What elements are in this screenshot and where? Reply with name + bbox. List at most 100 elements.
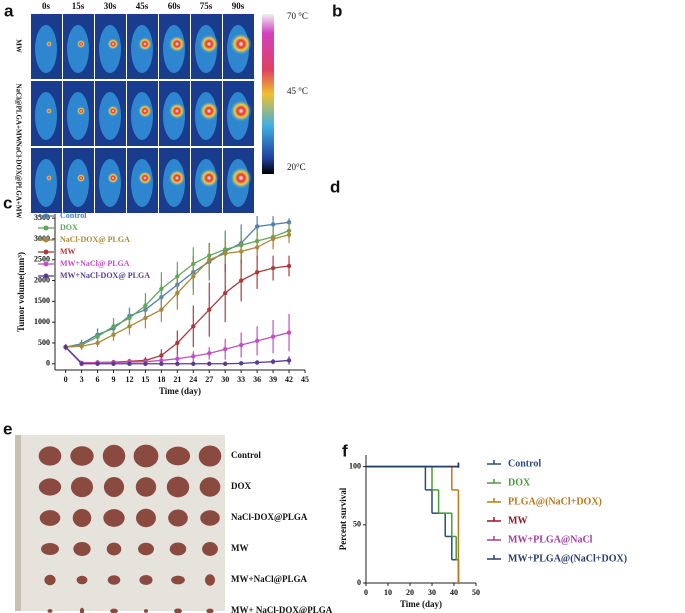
point (111, 332, 116, 337)
y-tick-label: 3500 (34, 213, 50, 222)
x-tick-label: 45 (301, 375, 309, 384)
point (143, 361, 148, 366)
hotspot (46, 175, 52, 181)
tumor (102, 444, 126, 468)
y-tick-label: 2500 (34, 255, 50, 264)
hotspot (138, 37, 152, 51)
point (159, 358, 164, 363)
scale-label: 70 °C (287, 11, 308, 21)
point (159, 286, 164, 292)
tumor (133, 444, 159, 468)
tumor (76, 575, 88, 585)
hotspot (230, 100, 252, 122)
hotspot (138, 104, 152, 118)
legend-marker (43, 273, 49, 279)
point (238, 361, 244, 366)
point (207, 307, 212, 312)
point (175, 340, 180, 346)
hotspot (168, 102, 186, 120)
x-tick-label: 0 (364, 588, 368, 597)
point (254, 338, 260, 344)
point (191, 361, 196, 366)
time-label: 15s (72, 1, 85, 11)
point (159, 353, 164, 358)
body-heat (35, 159, 57, 207)
tumor (165, 446, 191, 466)
hotspot (199, 34, 219, 54)
point (238, 342, 244, 348)
point (95, 340, 100, 346)
tumor (38, 478, 62, 496)
x-tick-label: 10 (384, 588, 392, 597)
point (223, 290, 228, 296)
tumor (199, 477, 221, 497)
point (223, 347, 228, 352)
tumor (47, 609, 53, 613)
y-tick-label: 0 (357, 578, 361, 587)
x-tick-label: 21 (173, 375, 181, 384)
point (111, 361, 116, 366)
y-tick-label: 2000 (34, 275, 50, 284)
hotspot (138, 171, 152, 185)
y-tick-label: 500 (38, 338, 50, 347)
legend-label: MW+NaCl@ PLGA (60, 259, 130, 268)
row-label: NaCl@PLGA+MW (14, 83, 22, 142)
point (270, 359, 276, 364)
tumor (79, 607, 85, 613)
tumor (110, 608, 118, 613)
tumor (139, 575, 153, 585)
tumor (204, 574, 216, 586)
time-label: 0s (42, 1, 51, 11)
x-tick-label: 18 (157, 375, 165, 384)
point (223, 251, 228, 256)
legend-label: DOX (508, 477, 531, 488)
point (143, 315, 148, 321)
tumor (136, 508, 156, 528)
point (79, 344, 84, 349)
point (270, 265, 276, 271)
time-label: 90s (232, 1, 245, 11)
point (127, 324, 132, 329)
group-label: MW (231, 543, 249, 553)
time-label: 75s (200, 1, 213, 11)
legend-label: MW (508, 515, 527, 526)
hotspot (46, 41, 52, 47)
x-tick-label: 33 (237, 375, 245, 384)
y-tick-label: 1000 (34, 317, 50, 326)
point (286, 330, 292, 335)
point (63, 344, 68, 350)
row-label: MW (14, 39, 22, 53)
point (111, 324, 116, 329)
legend-label: PLGA@(NaCl+DOX) (508, 496, 602, 507)
point (223, 361, 228, 366)
legend-label: Control (60, 211, 87, 220)
panel-label: a (4, 1, 14, 20)
point (270, 222, 276, 227)
y-axis-label: Tumor volume(mm³) (16, 252, 26, 332)
hotspot (76, 173, 86, 183)
tumor (200, 510, 220, 526)
colorbar (262, 14, 274, 174)
x-tick-label: 6 (96, 375, 100, 384)
legend-label: MW+PLGA@NaCl (508, 534, 593, 545)
point (175, 290, 180, 296)
tumor (103, 477, 125, 497)
point (191, 324, 196, 329)
legend-label: MW (60, 247, 76, 256)
x-tick-label: 9 (112, 375, 116, 384)
point (254, 270, 260, 275)
point (159, 361, 164, 366)
thermal-panel: 0s 15s 30s 45s 60s 75s 90s MW NaCl@PLGA+MWNaCl-D… (14, 1, 254, 219)
x-tick-label: 0 (64, 375, 68, 384)
body-heat (99, 159, 121, 207)
hotspot (168, 35, 186, 53)
time-label: 45s (136, 1, 149, 11)
point (175, 361, 180, 366)
legend-label: Control (508, 458, 541, 469)
tumor (198, 445, 222, 467)
x-tick-label: 15 (141, 375, 149, 384)
point (207, 361, 212, 366)
point (254, 224, 260, 229)
y-tick-label: 1500 (34, 296, 50, 305)
hotspot (199, 101, 219, 121)
